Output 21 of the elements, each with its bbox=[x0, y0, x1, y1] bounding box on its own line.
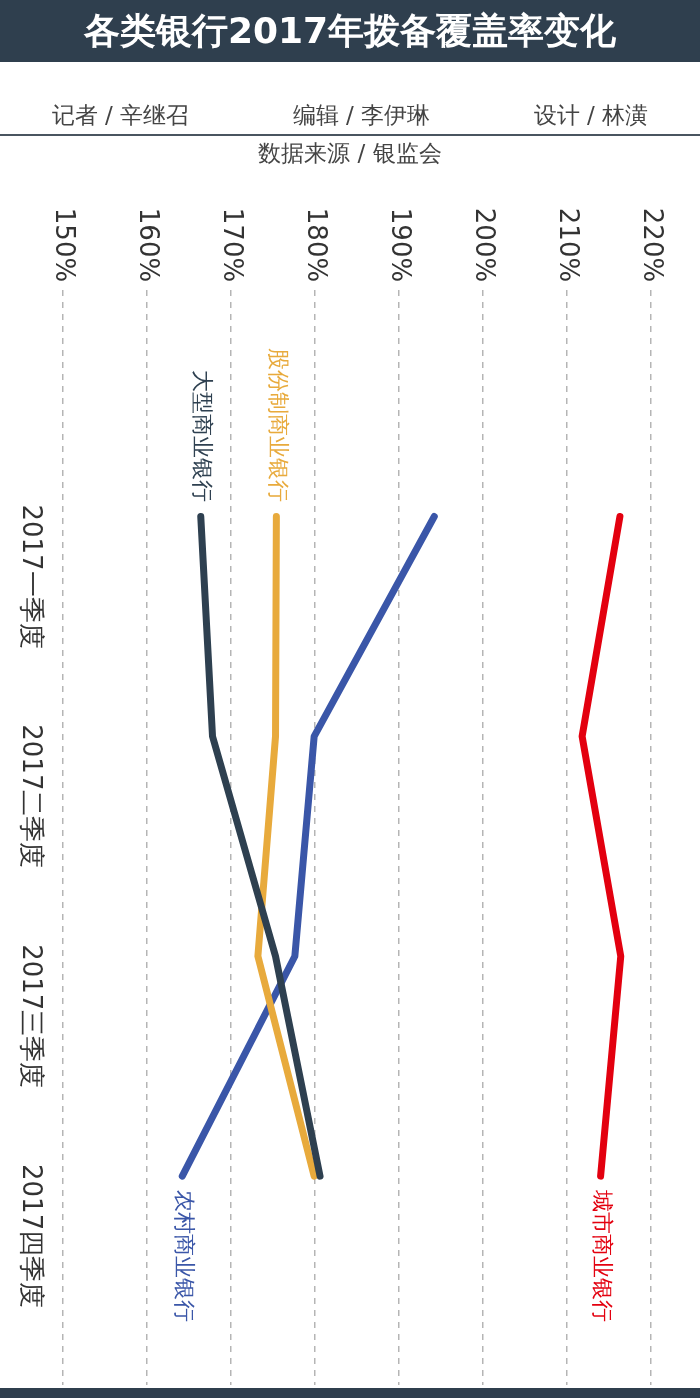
text: 城市商业银行 bbox=[589, 1189, 615, 1323]
text: 农村商业银行 bbox=[171, 1190, 197, 1323]
x-tick-label: 210% bbox=[554, 207, 585, 283]
chart-title: 各类银行2017年拨备覆盖率变化 bbox=[83, 8, 617, 53]
text: 设计 / 林潢 bbox=[533, 100, 649, 130]
text: 股份制商业银行 bbox=[265, 348, 291, 503]
x-tick-label: 150% bbox=[50, 207, 81, 283]
y-tick-label: 2017二季度 bbox=[17, 724, 48, 869]
x-tick-label: 180% bbox=[302, 207, 333, 283]
x-tick-label: 220% bbox=[638, 207, 669, 283]
text: 记者 / 辛继召 bbox=[51, 100, 190, 130]
x-tick-label: 190% bbox=[386, 207, 417, 283]
y-tick-label: 2017一季度 bbox=[17, 504, 48, 649]
x-tick-label: 170% bbox=[218, 207, 249, 283]
y-tick-label: 2017四季度 bbox=[17, 1164, 48, 1309]
text: 编辑 / 李伊琳 bbox=[292, 100, 431, 130]
x-tick-label: 160% bbox=[134, 207, 165, 283]
source-note: 数据来源 / 银监会 bbox=[258, 140, 442, 166]
x-tick-label: 200% bbox=[470, 207, 501, 283]
y-tick-label: 2017三季度 bbox=[17, 944, 48, 1089]
text: 大型商业银行 bbox=[190, 370, 216, 503]
